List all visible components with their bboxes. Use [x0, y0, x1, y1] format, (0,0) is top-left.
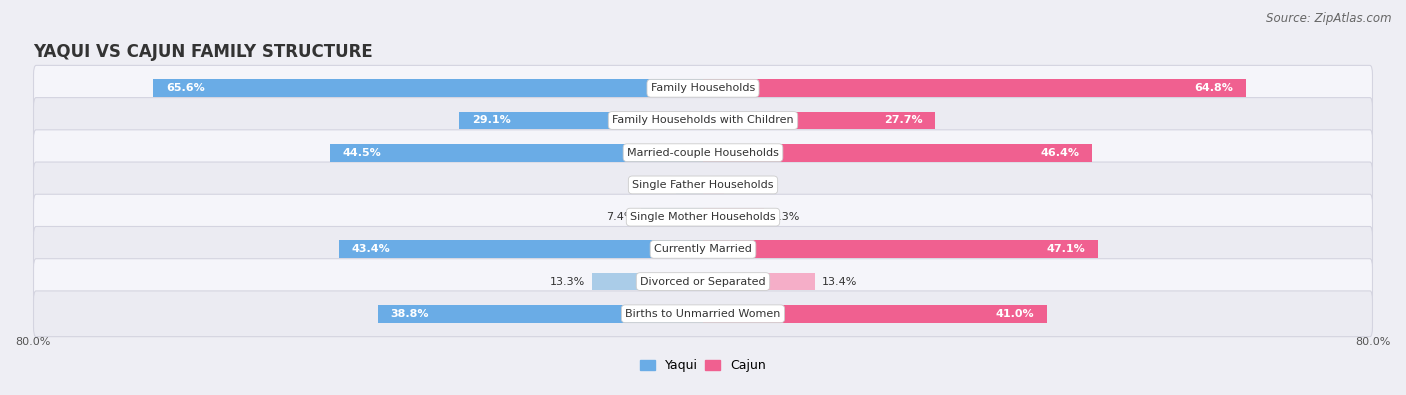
- Text: 7.3%: 7.3%: [770, 212, 799, 222]
- Text: 27.7%: 27.7%: [884, 115, 922, 126]
- FancyBboxPatch shape: [34, 130, 1372, 175]
- Text: Currently Married: Currently Married: [654, 245, 752, 254]
- Text: 46.4%: 46.4%: [1040, 148, 1080, 158]
- Text: 3.2%: 3.2%: [641, 180, 669, 190]
- Text: 43.4%: 43.4%: [352, 245, 391, 254]
- Text: Source: ZipAtlas.com: Source: ZipAtlas.com: [1267, 12, 1392, 25]
- Bar: [703, 273, 815, 290]
- Bar: [339, 241, 703, 258]
- Text: 2.5%: 2.5%: [731, 180, 759, 190]
- Text: 13.3%: 13.3%: [550, 276, 585, 286]
- Text: Family Households with Children: Family Households with Children: [612, 115, 794, 126]
- Text: 64.8%: 64.8%: [1195, 83, 1233, 93]
- FancyBboxPatch shape: [34, 66, 1372, 111]
- Text: 38.8%: 38.8%: [391, 309, 429, 319]
- FancyBboxPatch shape: [34, 259, 1372, 305]
- Legend: Yaqui, Cajun: Yaqui, Cajun: [640, 359, 766, 372]
- Bar: [153, 79, 703, 97]
- Bar: [460, 112, 703, 129]
- Bar: [378, 305, 703, 323]
- Bar: [592, 273, 703, 290]
- Text: 29.1%: 29.1%: [472, 115, 510, 126]
- Bar: [703, 112, 935, 129]
- Bar: [703, 305, 1046, 323]
- Text: YAQUI VS CAJUN FAMILY STRUCTURE: YAQUI VS CAJUN FAMILY STRUCTURE: [32, 43, 373, 61]
- Text: Single Father Households: Single Father Households: [633, 180, 773, 190]
- FancyBboxPatch shape: [34, 226, 1372, 272]
- FancyBboxPatch shape: [34, 162, 1372, 208]
- Text: 44.5%: 44.5%: [343, 148, 381, 158]
- Text: 13.4%: 13.4%: [823, 276, 858, 286]
- Bar: [703, 241, 1098, 258]
- Text: 65.6%: 65.6%: [166, 83, 205, 93]
- Bar: [703, 208, 765, 226]
- Text: 7.4%: 7.4%: [606, 212, 634, 222]
- Bar: [676, 176, 703, 194]
- Bar: [703, 79, 1246, 97]
- Bar: [703, 176, 724, 194]
- Text: 47.1%: 47.1%: [1046, 245, 1085, 254]
- FancyBboxPatch shape: [34, 98, 1372, 143]
- Text: Divorced or Separated: Divorced or Separated: [640, 276, 766, 286]
- Bar: [641, 208, 703, 226]
- Text: Married-couple Households: Married-couple Households: [627, 148, 779, 158]
- Bar: [703, 144, 1092, 162]
- Text: Family Households: Family Households: [651, 83, 755, 93]
- Text: Births to Unmarried Women: Births to Unmarried Women: [626, 309, 780, 319]
- Bar: [330, 144, 703, 162]
- FancyBboxPatch shape: [34, 291, 1372, 337]
- Text: 41.0%: 41.0%: [995, 309, 1033, 319]
- FancyBboxPatch shape: [34, 194, 1372, 240]
- Text: Single Mother Households: Single Mother Households: [630, 212, 776, 222]
